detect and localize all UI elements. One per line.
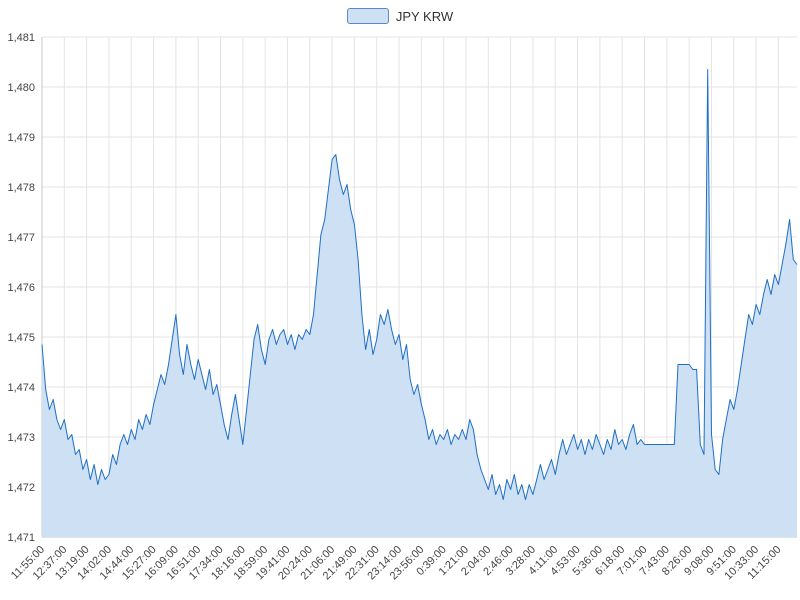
series-area[interactable] <box>42 69 797 538</box>
y-axis-label: 1,480 <box>7 82 35 94</box>
y-axis-label: 1,476 <box>7 282 35 294</box>
legend-swatch <box>346 8 389 24</box>
y-axis-label: 1,475 <box>7 332 35 344</box>
y-axis-label: 1,481 <box>7 32 35 44</box>
legend-item-jpy-krw[interactable]: JPY KRW <box>343 6 457 26</box>
y-axis-label: 1,473 <box>7 432 35 444</box>
chart-legend: JPY KRW <box>0 6 800 26</box>
series-line <box>41 69 798 500</box>
legend-label: JPY KRW <box>395 8 454 24</box>
y-axis-label: 1,472 <box>7 482 35 494</box>
y-axis-label: 1,471 <box>7 532 35 544</box>
y-axis-label: 1,479 <box>7 132 35 144</box>
y-axis-label: 1,478 <box>7 182 35 194</box>
y-axis-label: 1,477 <box>7 232 35 244</box>
y-axis-label: 1,474 <box>7 382 35 394</box>
